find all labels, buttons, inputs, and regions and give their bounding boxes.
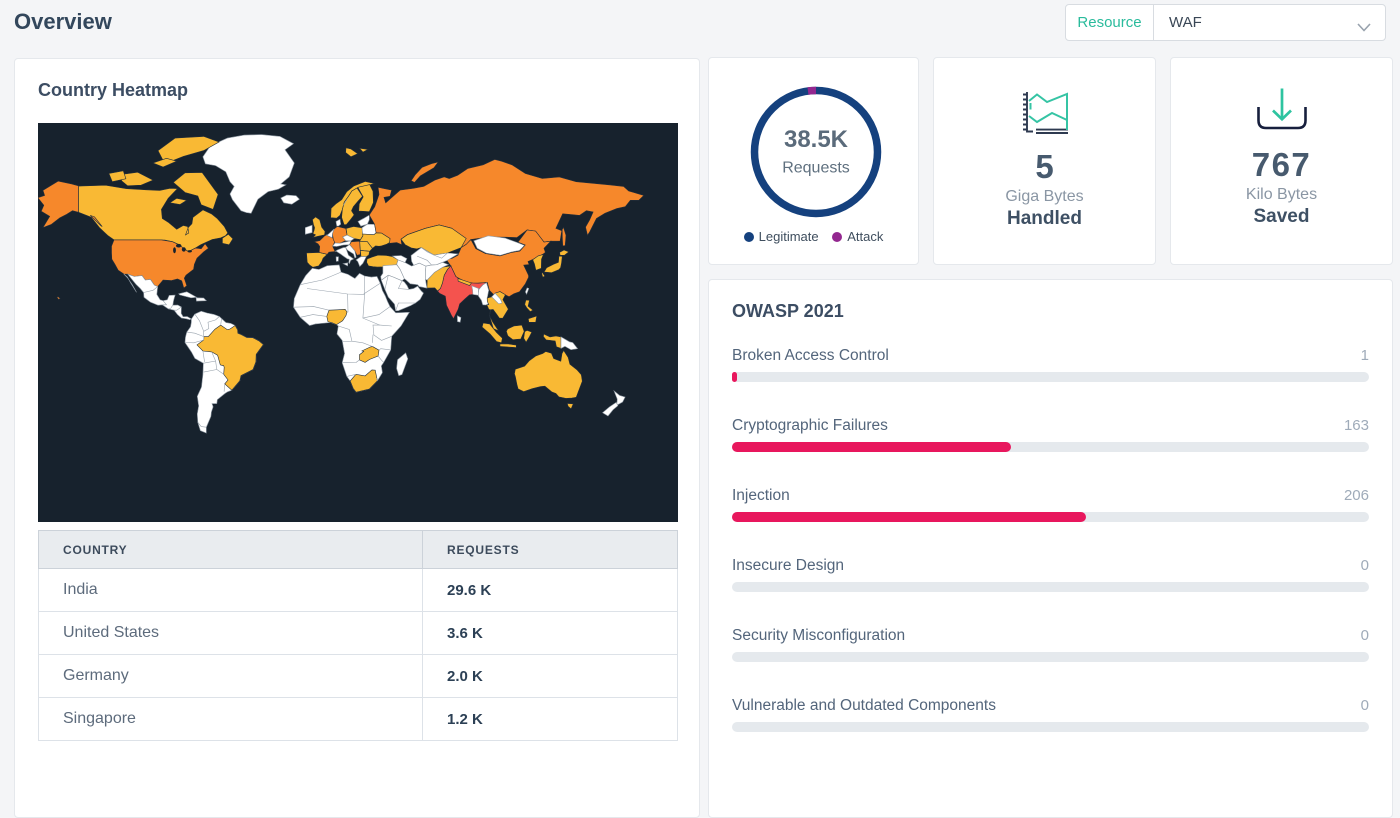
svg-text:Requests: Requests (782, 160, 850, 177)
svg-text:38.5K: 38.5K (784, 126, 849, 153)
